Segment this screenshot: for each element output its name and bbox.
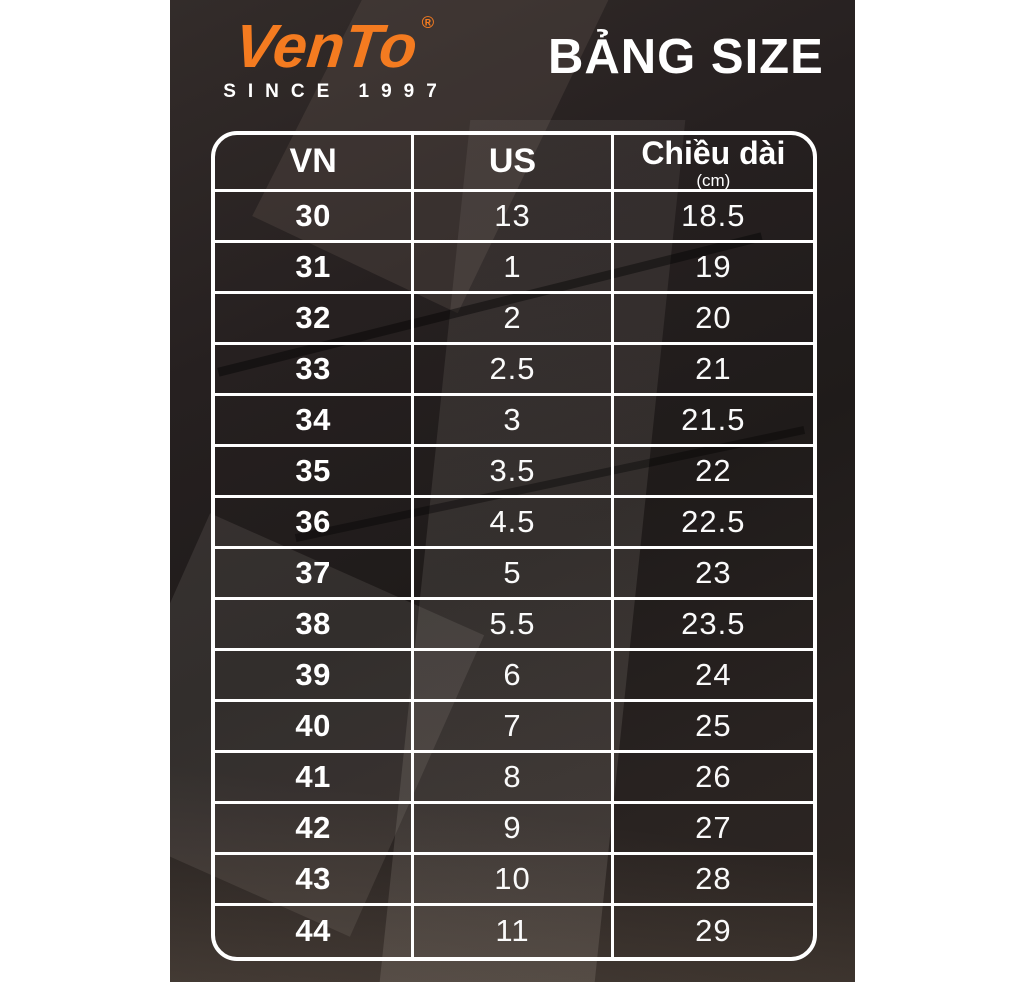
us-cell: 9 [414,803,614,855]
us-cell: 1 [414,242,614,294]
size-table-grid: VN US Chiều dài (cm) 30 13 18.5 31 1 19 32 2 20 3… [215,135,813,957]
table-row: 30 13 18.5 [215,191,813,243]
length-cell: 23 [613,549,813,600]
us-cell: 2 [414,293,614,345]
table-row: 38 5.5 23.5 [215,599,813,651]
vn-cell: 43 [215,854,415,906]
table-row: 33 2.5 21 [215,344,813,396]
us-cell: 5 [414,548,614,600]
length-cell: 18.5 [613,192,813,243]
table-body: 30 13 18.5 31 1 19 32 2 20 33 2.5 21 34 3 21.5 35 3.5 22 3… [215,191,813,957]
vn-cell: 32 [215,293,415,345]
vn-cell: 33 [215,344,415,396]
length-cell: 29 [695,913,732,949]
us-cell: 6 [414,650,614,702]
table-row: 40 7 25 [215,701,813,753]
vn-cell: 34 [215,395,415,447]
length-cell: 25 [613,702,813,753]
table-row: 34 3 21.5 [215,395,813,447]
length-cell: 28 [613,855,813,906]
table-row: 41 8 26 [215,752,813,804]
length-cell: 21 [613,345,813,396]
vn-cell: 44 [215,905,415,957]
length-cell: 20 [613,294,813,345]
us-cell: 3 [414,395,614,447]
col-header-vn: VN [215,135,415,192]
length-cell: 23.5 [613,600,813,651]
length-cell: 27 [613,804,813,855]
table-row: 32 2 20 [215,293,813,345]
vn-cell: 35 [215,446,415,498]
header-row: VN US Chiều dài (cm) [215,135,813,192]
table-row: 42 9 27 [215,803,813,855]
vn-cell: 37 [215,548,415,600]
us-cell: 10 [414,854,614,906]
vn-cell: 38 [215,599,415,651]
us-cell: 8 [414,752,614,804]
registered-trademark-icon: ® [421,13,435,32]
table-row: 39 6 24 [215,650,813,702]
brand-wordmark: VenTo [231,12,421,80]
vn-cell: 36 [215,497,415,549]
length-cell: 19 [613,243,813,294]
col-header-length-unit: (cm) [696,170,731,190]
table-row: 35 3.5 22 [215,446,813,498]
table-row: 31 1 19 [215,242,813,294]
brand-wordmark-row: VenTo® [212,12,452,80]
vn-cell: 30 [215,191,415,243]
table-row: 36 4.5 22.5 [215,497,813,549]
length-cell: 22 [613,447,813,498]
vento-logo: VenTo® SINCE 1997 [212,12,452,103]
table-row: 37 5 23 [215,548,813,600]
us-cell: 13 [414,191,614,243]
us-cell: 7 [414,701,614,753]
vn-cell: 40 [215,701,415,753]
us-cell: 3.5 [414,446,614,498]
brand-tagline: SINCE 1997 [223,81,449,102]
length-cell: 22.5 [613,498,813,549]
col-header-length-label: Chiều dài [641,135,786,171]
vn-cell: 41 [215,752,415,804]
col-header-length: Chiều dài (cm) [613,135,813,192]
us-cell: 5.5 [414,599,614,651]
vn-cell: 42 [215,803,415,855]
col-header-us: US [414,135,614,192]
table-row: 44 11 29 [215,905,813,957]
length-cell: 24 [613,651,813,702]
length-cell: 26 [613,753,813,804]
vn-cell: 31 [215,242,415,294]
table-row: 43 10 28 [215,854,813,906]
vn-cell: 39 [215,650,415,702]
table-header: VN US Chiều dài (cm) [215,135,813,192]
us-cell: 2.5 [414,344,614,396]
us-cell: 11 [414,905,614,957]
length-cell: 21.5 [613,396,813,447]
size-table: VN US Chiều dài (cm) 30 13 18.5 31 1 19 32 2 20 3… [211,131,817,961]
poster-panel: VenTo® SINCE 1997 BẢNG SIZE VN US Chiều … [170,0,855,982]
page-title: BẢNG SIZE [548,30,824,84]
us-cell: 4.5 [414,497,614,549]
